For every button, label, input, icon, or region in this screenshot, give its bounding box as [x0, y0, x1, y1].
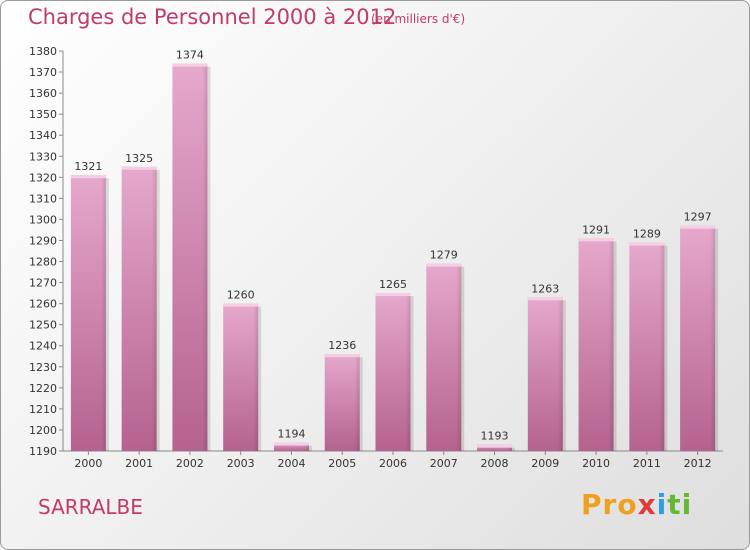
bar-top	[223, 303, 259, 307]
bar-value-label: 1265	[379, 278, 407, 291]
bar-value-label: 1236	[328, 339, 356, 352]
bar-top	[172, 63, 208, 67]
bar	[375, 293, 411, 451]
bar-top	[629, 242, 665, 246]
y-tick-label: 1340	[29, 129, 57, 142]
bar-top	[70, 175, 106, 179]
y-tick-label: 1230	[29, 361, 57, 374]
bar-value-label: 1291	[582, 223, 610, 236]
bar-value-label: 1263	[531, 282, 559, 295]
bar-edge	[608, 238, 614, 451]
bar	[578, 238, 614, 451]
y-tick-label: 1280	[29, 256, 57, 269]
x-tick-label: 2010	[582, 457, 610, 470]
logo-part: Pro	[581, 488, 638, 521]
bar-top	[578, 238, 614, 242]
y-tick-label: 1370	[29, 66, 57, 79]
x-tick-label: 2007	[430, 457, 458, 470]
y-tick-label: 1250	[29, 319, 57, 332]
y-tick-label: 1300	[29, 213, 57, 226]
bar-value-label: 1194	[277, 428, 305, 441]
y-tick-label: 1190	[29, 445, 57, 458]
bar-edge	[405, 293, 411, 451]
bar-edge	[456, 263, 462, 451]
y-tick-label: 1240	[29, 340, 57, 353]
x-tick-label: 2004	[277, 457, 305, 470]
bar-value-label: 1325	[125, 152, 153, 165]
x-tick-label: 2005	[328, 457, 356, 470]
y-tick-label: 1210	[29, 403, 57, 416]
bar	[680, 225, 716, 451]
y-tick-label: 1260	[29, 298, 57, 311]
bar	[273, 442, 309, 451]
bar-top	[426, 263, 462, 267]
bar-top	[477, 444, 513, 448]
bar	[223, 303, 259, 451]
x-tick-label: 2008	[481, 457, 509, 470]
x-tick-label: 2006	[379, 457, 407, 470]
bar-edge	[100, 175, 106, 452]
bar-top	[375, 293, 411, 297]
x-tick-label: 2009	[531, 457, 559, 470]
bar	[121, 166, 157, 451]
x-tick-label: 2003	[227, 457, 255, 470]
y-tick-label: 1200	[29, 424, 57, 437]
bar-edge	[710, 225, 716, 451]
bar-value-label: 1193	[481, 430, 509, 443]
y-tick-label: 1380	[29, 45, 57, 58]
bar-value-label: 1297	[684, 211, 712, 224]
logo-part: ti	[667, 488, 693, 521]
y-tick-label: 1320	[29, 171, 57, 184]
bar	[426, 263, 462, 451]
bar-value-label: 1321	[74, 160, 102, 173]
y-tick-label: 1350	[29, 108, 57, 121]
bar	[629, 242, 665, 451]
bar-edge	[202, 63, 208, 451]
y-tick-label: 1310	[29, 192, 57, 205]
bar-value-label: 1279	[430, 249, 458, 262]
y-tick-label: 1220	[29, 382, 57, 395]
chart-unit: (en milliers d'€)	[371, 12, 466, 26]
bar	[527, 297, 563, 451]
bar	[70, 175, 106, 452]
bar-edge	[557, 297, 563, 451]
bar-edge	[507, 444, 513, 451]
y-tick-label: 1290	[29, 234, 57, 247]
bar-top	[680, 225, 716, 229]
bar-top	[324, 354, 360, 358]
y-tick-label: 1330	[29, 150, 57, 163]
bar-value-label: 1374	[176, 49, 204, 62]
bar	[324, 354, 360, 451]
x-tick-label: 2011	[633, 457, 661, 470]
bar-edge	[303, 442, 309, 451]
chart-axes: 1190 1200 1210 1220 1230 1240 1250 1260 1270 1280…	[29, 45, 723, 470]
bar-top	[527, 297, 563, 301]
bar-edge	[253, 303, 259, 451]
x-tick-label: 2002	[176, 457, 204, 470]
bar-value-label: 1289	[633, 228, 661, 241]
chart-title: Charges de Personnel 2000 à 2012	[28, 5, 397, 29]
logo-part: x	[637, 488, 657, 521]
bar	[172, 63, 208, 451]
bar-value-label: 1260	[227, 289, 255, 302]
logo-part: i	[656, 488, 668, 521]
bar	[477, 444, 513, 451]
town-name: SARRALBE	[38, 495, 143, 519]
proxiti-logo: Proxiti	[581, 488, 692, 521]
bar-edge	[659, 242, 665, 451]
bar-edge	[151, 166, 157, 451]
bar-top	[273, 442, 309, 446]
chart-bars: 1321 1325 1374 1260 1194 1236 1265 1279 1193 1263…	[70, 49, 719, 452]
bar-edge	[354, 354, 360, 451]
x-tick-label: 2012	[684, 457, 712, 470]
bar-top	[121, 166, 157, 170]
y-tick-label: 1270	[29, 277, 57, 290]
x-tick-label: 2000	[74, 457, 102, 470]
y-tick-label: 1360	[29, 87, 57, 100]
x-tick-label: 2001	[125, 457, 153, 470]
